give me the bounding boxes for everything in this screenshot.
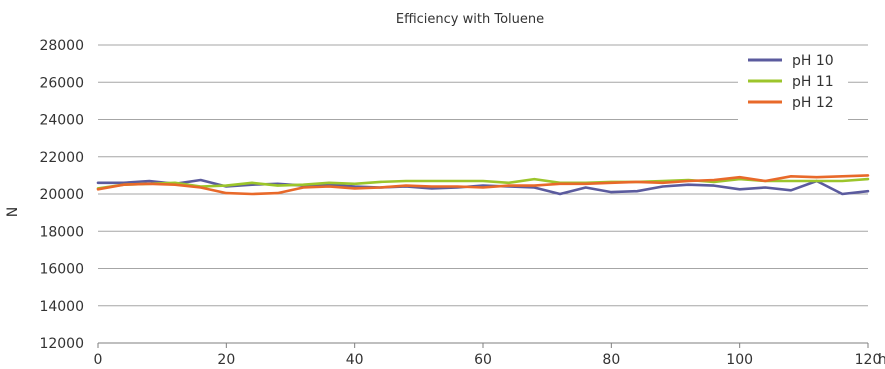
x-tick-label: 20 (217, 352, 235, 368)
y-tick-label: 14000 (39, 299, 84, 315)
series-line-ph-11 (96, 177, 870, 190)
legend-label: pH 11 (792, 74, 834, 90)
y-tick-label: 20000 (39, 187, 84, 203)
x-tick-label: 60 (474, 352, 492, 368)
x-axis-label: h (878, 352, 885, 368)
legend-label: pH 10 (792, 53, 834, 69)
x-tick-label: 100 (726, 352, 753, 368)
x-tick-label: 80 (602, 352, 620, 368)
axes: 12000 14000 16000 18000 20000 22000 24000 26000… (39, 38, 885, 368)
x-tick-label: 40 (346, 352, 364, 368)
series-line-ph-12 (96, 174, 870, 196)
x-tick-label: 120 (855, 352, 882, 368)
legend: pH 10 pH 11 pH 12 (738, 46, 848, 124)
y-tick-label: 22000 (39, 150, 84, 166)
y-tick-label: 24000 (39, 113, 84, 129)
y-tick-label: 18000 (39, 224, 84, 240)
y-tick-label: 16000 (39, 262, 84, 278)
y-tick-label: 12000 (39, 336, 84, 352)
series-lines (96, 174, 870, 196)
chart-title: Efficiency with Toluene (396, 12, 544, 27)
y-tick-label: 26000 (39, 75, 84, 91)
x-tick-label: 0 (94, 352, 103, 368)
y-axis-label: N (5, 207, 21, 217)
legend-label: pH 12 (792, 95, 834, 111)
y-tick-label: 28000 (39, 38, 84, 54)
